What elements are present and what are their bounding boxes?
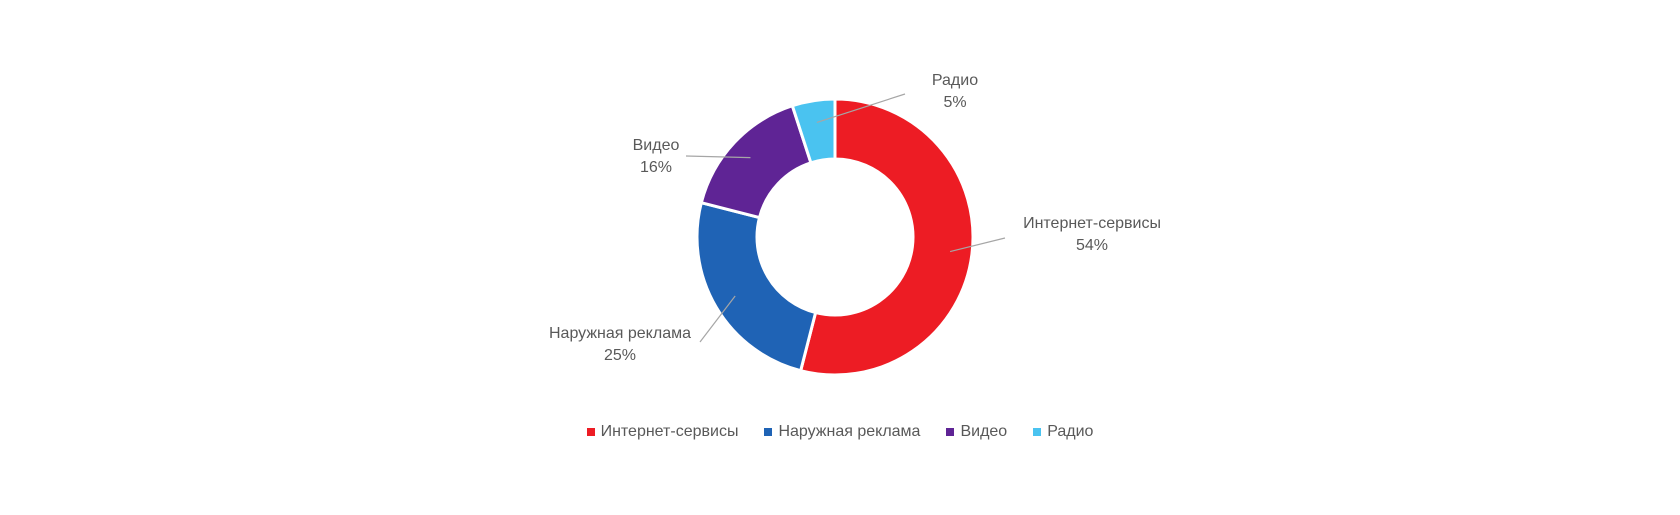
legend-swatch-outdoor xyxy=(764,428,773,436)
slice-outdoor xyxy=(695,201,818,373)
legend-item-radio: Радио xyxy=(1033,423,1093,441)
legend-swatch-radio xyxy=(1033,428,1042,436)
slice-internet xyxy=(799,97,975,377)
chart-legend: Интернет-сервисы Наружная реклама Видео … xyxy=(0,423,1680,441)
legend-label-video: Видео xyxy=(960,423,1008,440)
legend-label-radio: Радио xyxy=(1047,423,1094,440)
legend-label-internet: Интернет-сервисы xyxy=(600,423,739,440)
legend-swatch-video xyxy=(946,428,955,436)
leader-line-video xyxy=(685,155,751,159)
slice-label-outdoor: Наружная реклама 25% xyxy=(549,325,691,364)
donut-slices xyxy=(695,97,975,377)
slice-label-radio: Радио 5% xyxy=(932,72,978,111)
slice-label-radio-name: Радио xyxy=(932,72,978,89)
slice-label-internet-value: 54% xyxy=(1076,237,1108,254)
slice-label-outdoor-name: Наружная реклама xyxy=(549,325,691,342)
slice-label-video-value: 16% xyxy=(640,159,672,176)
slice-label-video: Видео 16% xyxy=(633,137,680,176)
slice-label-internet: Интернет-сервисы 54% xyxy=(1023,215,1161,254)
slice-label-outdoor-value: 25% xyxy=(604,347,636,364)
legend-swatch-internet xyxy=(586,428,595,436)
legend-item-outdoor: Наружная реклама xyxy=(764,423,920,441)
slice-label-radio-value: 5% xyxy=(943,94,966,111)
slice-radio xyxy=(790,97,837,165)
leader-line-outdoor xyxy=(699,295,736,343)
leader-line-internet xyxy=(949,237,1006,253)
legend-item-internet: Интернет-сервисы xyxy=(586,423,739,441)
leader-lines xyxy=(685,93,1006,343)
slice-video xyxy=(699,104,813,220)
leader-line-radio xyxy=(816,93,906,123)
legend-item-video: Видео xyxy=(946,423,1007,441)
slice-label-internet-name: Интернет-сервисы xyxy=(1023,215,1161,232)
legend-label-outdoor: Наружная реклама xyxy=(778,423,921,440)
slice-label-video-name: Видео xyxy=(633,137,680,154)
